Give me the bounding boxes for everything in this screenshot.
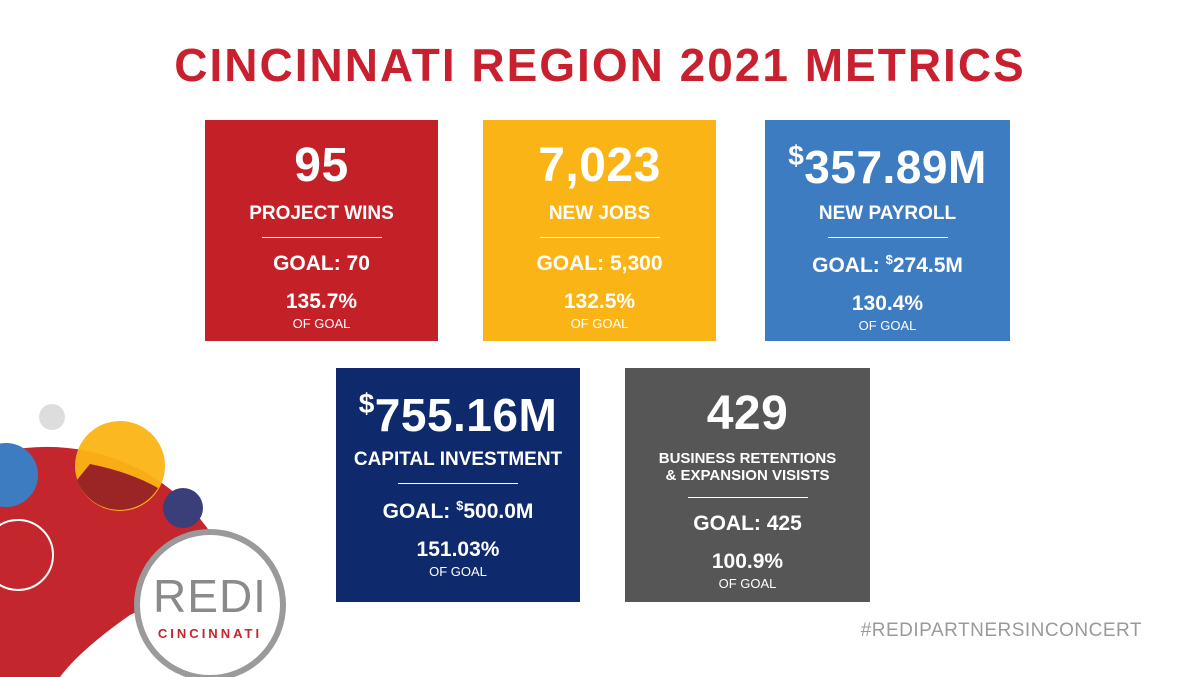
goal-amount: 274.5M xyxy=(892,253,963,277)
business-retentions-goal: GOAL: 425 xyxy=(693,511,802,535)
business-retentions-card: 429 BUSINESS RETENTIONS & EXPANSION VISI… xyxy=(625,368,870,602)
business-retentions-label-line2: & EXPANSION VISISTS xyxy=(665,467,830,485)
capital-investment-amount: 755.16M xyxy=(374,389,558,441)
goal-prefix: GOAL: xyxy=(812,253,886,277)
project-wins-label: PROJECT WINS xyxy=(249,203,394,224)
goal-currency-symbol: $ xyxy=(456,497,464,513)
new-payroll-label: NEW PAYROLL xyxy=(818,203,957,224)
decor-white-ring xyxy=(0,519,54,591)
project-wins-card: 95 PROJECT WINS GOAL: 70 135.7% OF GOAL xyxy=(205,120,438,341)
business-retentions-percent: 100.9% xyxy=(711,549,784,573)
divider xyxy=(687,496,808,498)
new-payroll-of-goal: OF GOAL xyxy=(858,317,917,333)
capital-investment-card: $755.16M CAPITAL INVESTMENT GOAL: $500.0… xyxy=(336,368,580,602)
redi-logo-graphic: REDI CINCINNATI xyxy=(0,404,286,677)
capital-investment-percent: 151.03% xyxy=(416,537,500,561)
new-jobs-of-goal: OF GOAL xyxy=(570,315,629,331)
decor-overlap xyxy=(77,464,158,510)
divider xyxy=(398,482,518,484)
logo-sub: CINCINNATI xyxy=(158,626,262,641)
divider xyxy=(539,236,660,238)
new-jobs-card: 7,023 NEW JOBS GOAL: 5,300 132.5% OF GOA… xyxy=(483,120,716,341)
hashtag: #REDIPARTNERSINCONCERT xyxy=(860,620,1142,641)
business-retentions-of-goal: OF GOAL xyxy=(718,575,777,591)
capital-investment-of-goal: OF GOAL xyxy=(429,563,487,579)
new-payroll-goal: GOAL: $274.5M xyxy=(765,252,1010,278)
divider xyxy=(827,236,948,238)
decor-blue-circle xyxy=(0,443,38,507)
divider xyxy=(261,236,382,238)
project-wins-goal: GOAL: 70 xyxy=(273,251,370,275)
new-jobs-value: 7,023 xyxy=(538,139,661,192)
logo-ring xyxy=(134,529,286,677)
capital-investment-goal: GOAL: $500.0M xyxy=(336,498,580,524)
new-jobs-label: NEW JOBS xyxy=(548,203,651,224)
goal-amount: 500.0M xyxy=(463,499,534,523)
project-wins-value: 95 xyxy=(294,139,349,192)
goal-prefix: GOAL: xyxy=(382,499,457,523)
project-wins-of-goal: OF GOAL xyxy=(292,315,351,331)
new-payroll-value: $357.89M xyxy=(765,140,1010,193)
decor-circle xyxy=(39,404,65,430)
currency-symbol: $ xyxy=(358,388,375,419)
new-payroll-card: $357.89M NEW PAYROLL GOAL: $274.5M 130.4… xyxy=(765,120,1010,341)
goal-currency-symbol: $ xyxy=(885,251,893,267)
new-payroll-percent: 130.4% xyxy=(851,291,924,315)
decor-navy-circle xyxy=(163,488,203,528)
new-jobs-goal: GOAL: 5,300 xyxy=(536,251,663,275)
currency-symbol: $ xyxy=(788,140,805,171)
business-retentions-value: 429 xyxy=(706,387,789,440)
capital-investment-label: CAPITAL INVESTMENT xyxy=(353,449,563,470)
capital-investment-value: $755.16M xyxy=(336,388,580,441)
new-payroll-amount: 357.89M xyxy=(804,141,987,193)
logo-word: REDI xyxy=(153,570,267,622)
project-wins-percent: 135.7% xyxy=(285,289,358,313)
business-retentions-label-line1: BUSINESS RETENTIONS xyxy=(658,450,837,467)
business-retentions-label: BUSINESS RETENTIONS & EXPANSION VISISTS xyxy=(625,450,870,485)
new-jobs-percent: 132.5% xyxy=(563,289,636,313)
page-title: CINCINNATI REGION 2021 METRICS xyxy=(174,39,1026,91)
